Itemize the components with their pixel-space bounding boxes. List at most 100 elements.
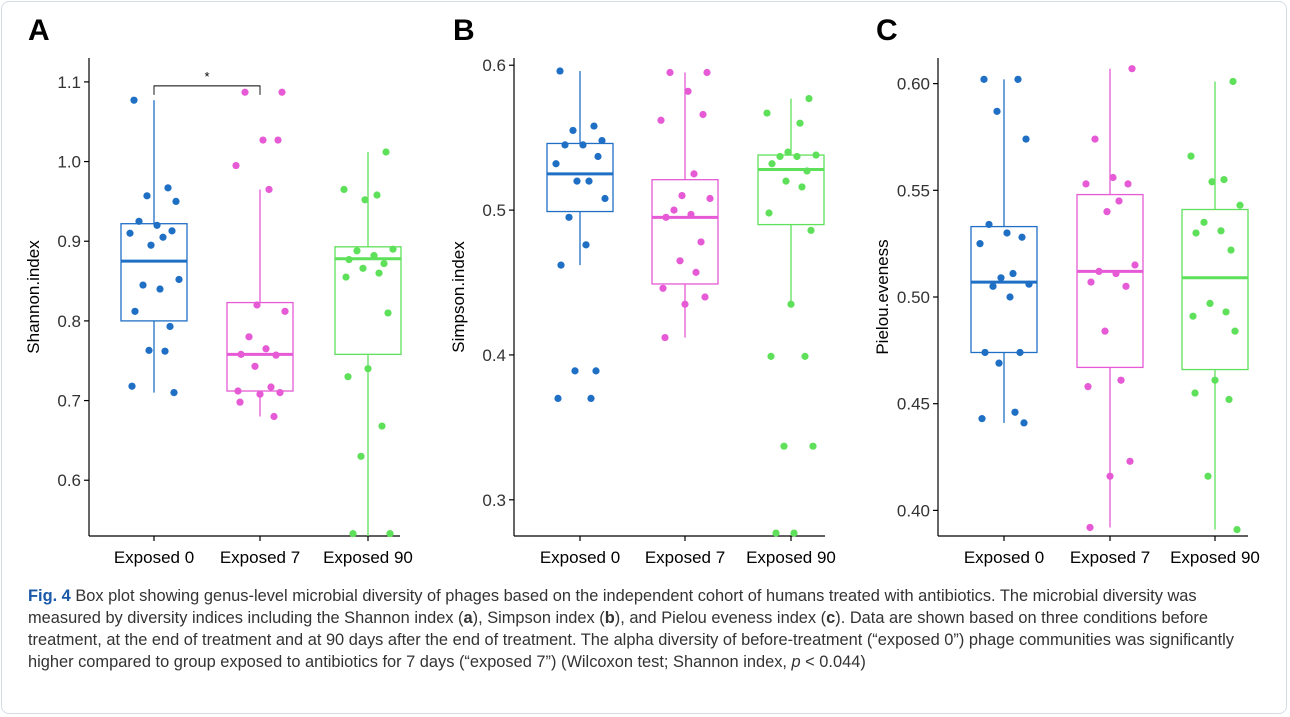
panel-b: 0.3 0.4 0.5 0.6 Simpson.index Exposed 0 Expose… (449, 56, 836, 567)
data-point (670, 206, 678, 214)
x-tick-label: Exposed 90 (746, 548, 836, 567)
data-point (1082, 180, 1090, 188)
data-point (241, 88, 249, 96)
data-point (554, 394, 562, 402)
data-point (573, 177, 581, 185)
data-point (981, 348, 989, 357)
data-point (782, 177, 790, 185)
data-point (253, 301, 261, 309)
data-point (697, 238, 705, 246)
data-point (175, 275, 183, 284)
data-point (995, 359, 1003, 367)
data-point (386, 530, 394, 538)
data-point (557, 261, 565, 269)
data-point (1191, 389, 1199, 397)
x-tick-label: Exposed 7 (220, 548, 300, 567)
data-point (384, 309, 392, 317)
data-point (1200, 218, 1208, 226)
data-point (661, 333, 669, 342)
data-point (793, 152, 801, 161)
data-point (1112, 269, 1120, 278)
data-point (265, 185, 273, 194)
caption-text-1: Box plot showing genus-level microbial d… (28, 587, 1197, 627)
data-point (380, 259, 388, 268)
data-point (251, 362, 259, 370)
data-point (159, 233, 167, 241)
data-point (276, 389, 284, 397)
data-point (684, 87, 692, 95)
data-point (787, 300, 795, 308)
data-point (598, 136, 606, 145)
data-point (585, 177, 593, 185)
data-point (278, 88, 286, 96)
x-tick-label: Exposed 90 (323, 548, 413, 567)
data-point (552, 160, 560, 168)
significance-star: * (204, 69, 209, 84)
caption-p: p (791, 653, 801, 671)
data-point (767, 352, 775, 360)
panel-letter-a: A (28, 14, 50, 47)
y-tick-label: 1.1 (57, 73, 81, 92)
data-point (1106, 472, 1114, 480)
data-point (681, 300, 689, 308)
data-point (997, 274, 1005, 282)
y-tick-label: 0.60 (897, 75, 930, 94)
data-point (131, 307, 139, 315)
data-point (1084, 383, 1092, 391)
data-point (772, 529, 780, 537)
data-point (1229, 77, 1237, 86)
data-point (1220, 176, 1228, 184)
data-point (601, 194, 609, 203)
data-point (1122, 282, 1130, 290)
data-point (1189, 312, 1197, 320)
caption-text-4: ). Data are shown based on three conditi… (28, 609, 1234, 671)
data-point (1095, 267, 1103, 275)
data-point (1131, 261, 1139, 269)
data-point (245, 333, 253, 341)
caption-label: Fig. 4 (28, 587, 71, 605)
data-point (1020, 419, 1028, 427)
data-point (232, 161, 240, 170)
data-point (796, 119, 804, 127)
data-point (1117, 376, 1125, 384)
y-axis-title: Shannon.index (24, 240, 43, 354)
data-point (1231, 327, 1239, 335)
box-exposed-7 (1076, 68, 1144, 528)
data-point (784, 148, 792, 156)
data-point (139, 281, 147, 289)
y-tick-label: 0.45 (897, 395, 930, 414)
y-axis-title: Simpson.index (449, 241, 468, 353)
data-point (590, 122, 598, 130)
data-point (1124, 180, 1132, 188)
data-point (236, 398, 244, 406)
caption-text-3: ), and Pielou eveness index ( (614, 609, 827, 627)
caption-c: c (826, 609, 836, 627)
data-point (1006, 293, 1014, 301)
y-tick-label: 0.6 (57, 471, 81, 490)
data-point (359, 264, 367, 272)
data-point (662, 213, 670, 221)
data-point (582, 241, 590, 249)
data-point (389, 245, 397, 253)
data-point (1208, 178, 1216, 186)
box-iqr (970, 225, 1038, 354)
data-point (256, 390, 264, 398)
data-point (1016, 348, 1024, 357)
data-point (272, 351, 280, 359)
y-tick-label: 0.9 (57, 232, 81, 251)
chart-shannon: 0.6 0.7 0.8 0.9 1.0 1.1 Shannon.index Exposed 0… (24, 56, 1260, 567)
data-point (382, 148, 390, 156)
data-point (790, 529, 798, 537)
box-iqr (1076, 193, 1144, 369)
data-point (259, 136, 267, 144)
data-point (342, 273, 350, 281)
box-exposed-0 (970, 79, 1038, 423)
data-point (145, 346, 153, 354)
data-point (1087, 278, 1095, 286)
panel-letter-b: B (453, 14, 475, 47)
data-point (1222, 308, 1230, 316)
data-point (780, 442, 788, 450)
significance-bracket (153, 85, 261, 95)
data-point (594, 152, 602, 161)
